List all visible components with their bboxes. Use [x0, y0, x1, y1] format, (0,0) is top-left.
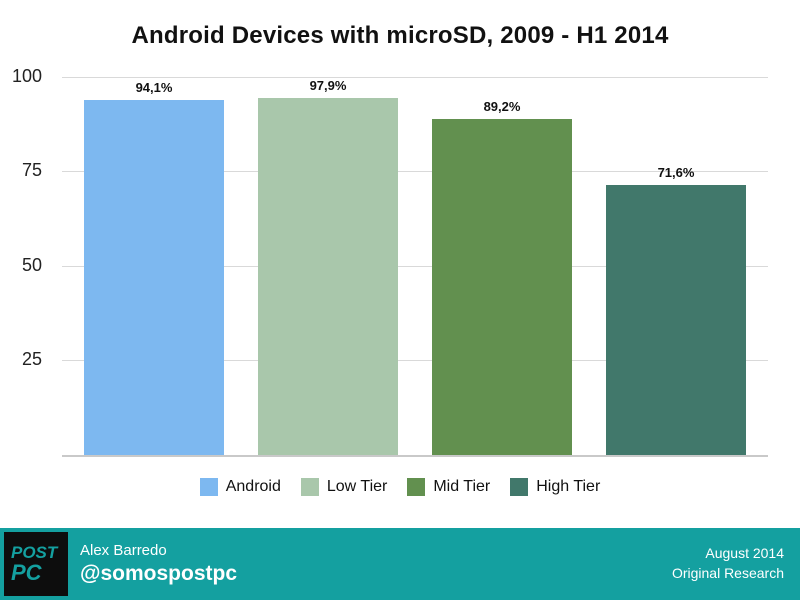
legend-swatch [199, 478, 218, 496]
legend-label: Android [225, 478, 281, 495]
legend-swatch [510, 478, 529, 496]
y-tick-label: 100 [11, 66, 42, 86]
legend-swatch [407, 478, 426, 496]
bar-slot-android: 94,1% [84, 78, 224, 455]
chart-title: Android Devices with microSD, 2009 - H1 … [131, 22, 669, 49]
gridline [62, 265, 768, 267]
y-tick-label: 50 [21, 254, 42, 275]
footer: POST PC Alex Barredo @somospostpc August… [0, 528, 800, 600]
bar-slot-high-tier: 71,6% [606, 78, 746, 455]
legend-item-low-tier: Low Tier [300, 478, 388, 496]
y-tick-label: 75 [21, 160, 42, 181]
legend-swatch [300, 478, 319, 496]
legend-item-android: Android [199, 478, 281, 496]
postpc-logo: POST PC [4, 532, 68, 596]
bar-value-label: 89,2% [483, 98, 521, 114]
legend-item-high-tier: High Tier [510, 478, 600, 496]
plot-area: 94,1% 97,9% 89,2% 71,6% [62, 77, 768, 457]
logo-text-post: POST [11, 543, 58, 562]
footer-date: August 2014 [705, 545, 784, 562]
bar-slot-low-tier: 97,9% [258, 78, 398, 455]
bar-value-label: 71,6% [657, 165, 695, 181]
author-block: Alex Barredo @somospostpc [80, 542, 237, 586]
bar-mid-tier [432, 118, 572, 455]
legend-label: Low Tier [326, 478, 388, 495]
legend-label: Mid Tier [433, 478, 491, 495]
bar-slot-mid-tier: 89,2% [432, 78, 572, 455]
legend: Android Low Tier Mid Tier High Tier [0, 470, 800, 504]
logo-text-pc: PC [11, 560, 42, 585]
gridline [62, 171, 768, 173]
bar-value-label: 94,1% [135, 80, 173, 96]
bar-low-tier [258, 98, 398, 455]
y-tick-label: 25 [21, 348, 42, 369]
gridline [62, 77, 768, 78]
bar-high-tier [606, 185, 746, 455]
bars: 94,1% 97,9% 89,2% 71,6% [62, 78, 768, 455]
gridline [62, 359, 768, 361]
bar-android [84, 100, 224, 455]
author-name: Alex Barredo [80, 542, 167, 560]
legend-item-mid-tier: Mid Tier [407, 478, 490, 496]
bar-value-label: 97,9% [309, 78, 347, 93]
legend-label: High Tier [536, 478, 601, 495]
footer-right: August 2014 Original Research [672, 544, 784, 583]
footer-research: Original Research [671, 565, 784, 581]
y-axis-labels: 25 50 75 100 [0, 66, 50, 455]
author-handle: @somospostpc [80, 561, 237, 585]
